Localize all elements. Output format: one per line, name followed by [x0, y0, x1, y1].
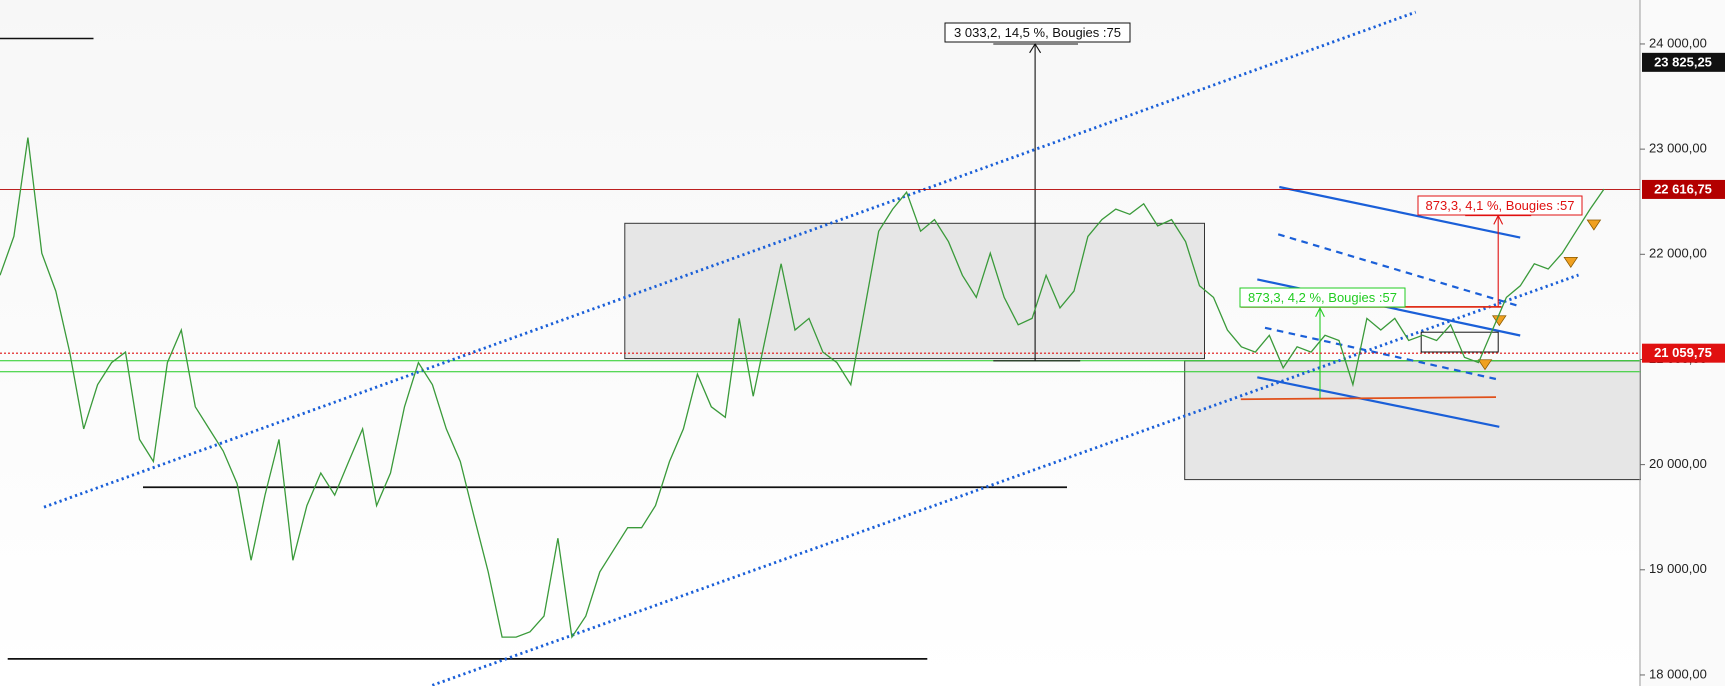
trend-line [1279, 185, 1521, 239]
annotation-text: 873,3, 4,1 %, Bougies :57 [1426, 198, 1575, 213]
price-marker-label: 21 059,75 [1654, 345, 1712, 360]
y-tick-label: 23 000,00 [1649, 141, 1707, 156]
range-box [624, 222, 1205, 360]
y-tick-label: 20 000,00 [1649, 456, 1707, 471]
y-tick-label: 24 000,00 [1649, 35, 1707, 50]
axis-panel [1641, 0, 1725, 686]
channel-line [43, 10, 1417, 509]
signal-marker [1477, 219, 1602, 371]
y-tick-label: 22 000,00 [1649, 246, 1707, 261]
annotation-box [944, 22, 1131, 43]
annotation-box [1239, 287, 1406, 308]
price-marker-label: 23 825,25 [1654, 54, 1712, 69]
price-marker-label: 22 616,75 [1654, 181, 1712, 196]
price-marker [1642, 343, 1725, 363]
y-tick-label: 19 000,00 [1649, 561, 1707, 576]
price-marker [1642, 52, 1725, 72]
annotation-text: 3 033,2, 14,5 %, Bougies :75 [954, 25, 1121, 40]
price-line-series [0, 137, 1605, 639]
y-tick-label: 18 000,00 [1649, 666, 1707, 681]
range-box [1184, 360, 1642, 481]
annotation-box [1417, 195, 1583, 216]
drawings [0, 10, 1642, 686]
trend-line [1257, 376, 1500, 428]
trend-line [1264, 326, 1499, 381]
small-box [1420, 331, 1499, 353]
price-marker [1642, 179, 1725, 199]
trend-line [1277, 233, 1519, 307]
arrow-head [1315, 306, 1325, 318]
annotation-text: 873,3, 4,2 %, Bougies :57 [1248, 290, 1397, 305]
level-line [1240, 396, 1497, 401]
